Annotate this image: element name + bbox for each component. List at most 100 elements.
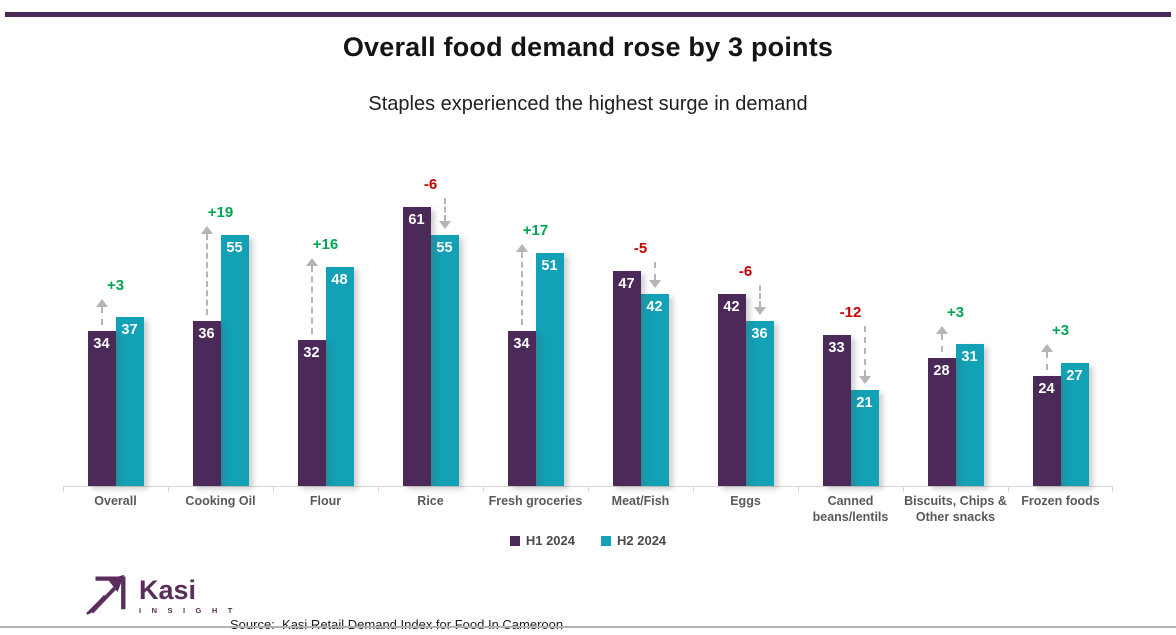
change-arrow-line <box>1045 352 1048 371</box>
bar-value-h1: 47 <box>618 276 635 293</box>
change-label-positive: +3 <box>1051 322 1070 340</box>
change-label-negative: -6 <box>423 176 438 194</box>
axis-tick <box>483 486 484 492</box>
arrow-head-up <box>515 243 528 252</box>
top-accent-bar <box>5 12 1171 17</box>
arrow-head-down <box>648 280 661 289</box>
bar-value-h2: 21 <box>856 395 873 412</box>
change-arrow-line <box>443 198 446 221</box>
change-label-negative: -5 <box>633 240 648 258</box>
bar-value-h2: 55 <box>436 239 453 256</box>
bar-h1-6 <box>612 271 641 486</box>
category-axis-labels: Overall Cooking Oil Flour Rice Fresh groceri… <box>63 494 1113 525</box>
bar-h2-4 <box>430 234 459 486</box>
arrow-head-down <box>438 220 451 229</box>
bar-h1-9 <box>927 358 956 486</box>
bar-value-h2: 27 <box>1066 367 1083 384</box>
bar-value-h2: 55 <box>226 239 243 256</box>
category-label-text: Eggs <box>730 494 761 508</box>
change-label-positive: +17 <box>522 221 549 239</box>
bar-value-h1: 34 <box>93 335 110 352</box>
axis-tick <box>378 486 379 492</box>
page-title: Overall food demand rose by 3 points <box>342 32 834 62</box>
change-arrow-line <box>758 285 761 308</box>
bar-h2-8 <box>850 390 879 486</box>
axis-tick <box>168 486 169 492</box>
bar-h2-3 <box>325 266 354 486</box>
bar-h2-7 <box>745 321 774 486</box>
bar-value-h2: 37 <box>121 321 138 338</box>
legend-swatch-h1 <box>509 535 520 546</box>
axis-tick <box>903 486 904 492</box>
bar-h1-10 <box>1032 376 1061 486</box>
bar-value-h2: 36 <box>751 326 768 343</box>
change-label-positive: +3 <box>946 304 965 322</box>
bar-value-h1: 32 <box>303 344 320 361</box>
category-label-text: Canned beans/lentils <box>812 494 889 524</box>
chart-legend: H1 2024 H2 2024 <box>0 533 1176 548</box>
bar-h1-4 <box>402 207 431 486</box>
arrow-head-up <box>95 298 108 307</box>
change-arrow-line <box>940 334 943 353</box>
arrow-head-up <box>1040 344 1053 353</box>
category-label: Overall <box>63 494 168 525</box>
category-label-text: Flour <box>309 494 342 508</box>
bar-value-h1: 36 <box>198 326 215 343</box>
change-arrow-line <box>100 306 103 325</box>
change-arrow-line <box>310 265 313 334</box>
logo-text: Kasi I N S I G H T <box>139 576 237 615</box>
legend-item-h2: H2 2024 <box>601 533 666 548</box>
grouped-bar-chart: 34 37 +3 36 55 +19 32 48 +16 61 55 -6 34 51 +17 47 42 -5 4… <box>63 170 1113 530</box>
bar-h1-5 <box>507 330 536 486</box>
change-label-positive: +16 <box>312 235 339 253</box>
bar-value-h1: 61 <box>408 212 425 229</box>
bar-value-h2: 51 <box>541 257 558 274</box>
arrow-head-up <box>935 326 948 335</box>
axis-tick <box>1008 486 1009 492</box>
axis-tick <box>63 486 64 492</box>
change-label-positive: +3 <box>106 276 125 294</box>
bar-value-h2: 42 <box>646 299 663 316</box>
change-label-negative: -6 <box>738 263 753 281</box>
category-label-text: Frozen foods <box>1021 494 1100 508</box>
bar-h2-5 <box>535 252 564 486</box>
change-arrow-line <box>653 262 656 281</box>
axis-tick <box>693 486 694 492</box>
page-subtitle: Staples experienced the highest surge in… <box>368 93 808 115</box>
arrow-head-down <box>858 376 871 385</box>
category-label: Fresh groceries <box>483 494 588 525</box>
bar-value-h1: 42 <box>723 299 740 316</box>
bar-value-h1: 28 <box>933 363 950 380</box>
bar-value-h1: 34 <box>513 335 530 352</box>
chart-plot-area: 34 37 +3 36 55 +19 32 48 +16 61 55 -6 34 51 +17 47 42 -5 4… <box>63 170 1113 492</box>
category-label-text: Cooking Oil <box>185 494 256 508</box>
category-label-text: Fresh groceries <box>488 494 583 508</box>
axis-tick <box>798 486 799 492</box>
category-label: Frozen foods <box>1008 494 1113 525</box>
bar-h1-2 <box>192 321 221 486</box>
bar-h1-3 <box>297 339 326 486</box>
legend-swatch-h2 <box>601 535 611 546</box>
axis-tick <box>1112 486 1113 492</box>
bar-h1-1 <box>87 330 116 486</box>
logo-arrow-icon <box>84 570 130 621</box>
category-label-text: Biscuits, Chips & Other snacks <box>904 494 1007 524</box>
bar-h2-2 <box>220 234 249 486</box>
bar-h2-6 <box>640 294 669 486</box>
category-label: Cooking Oil <box>168 494 273 525</box>
category-label-text: Rice <box>417 494 444 508</box>
arrow-head-up <box>200 225 213 234</box>
category-label: Canned beans/lentils <box>798 494 903 525</box>
change-label-negative: -12 <box>839 304 862 322</box>
kasi-logo: Kasi I N S I G H T <box>84 570 237 621</box>
change-arrow-line <box>863 326 866 377</box>
bar-value-h2: 31 <box>961 349 978 366</box>
category-label: Biscuits, Chips & Other snacks <box>903 494 1008 525</box>
arrow-head-down <box>753 307 766 316</box>
bar-value-h1: 33 <box>828 340 845 357</box>
bar-value-h2: 48 <box>331 271 348 288</box>
bar-h2-9 <box>955 344 984 486</box>
axis-tick <box>273 486 274 492</box>
source-note: Source: Kasi Retail Demand Index for Foo… <box>230 577 711 635</box>
